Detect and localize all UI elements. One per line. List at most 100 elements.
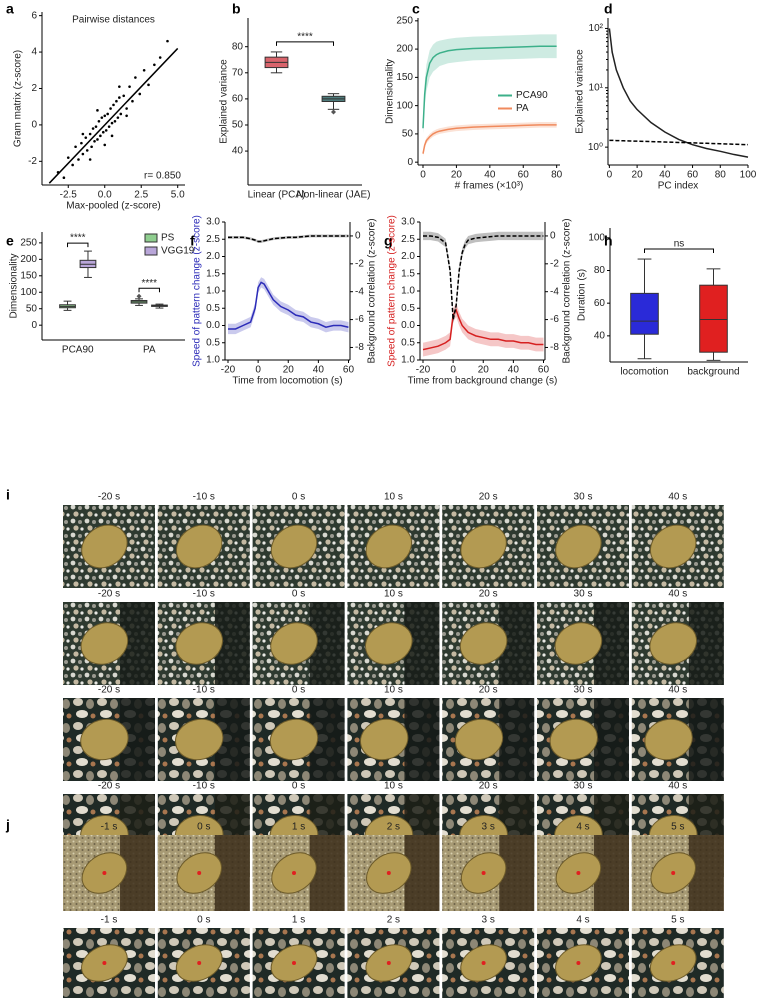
panel-letter: b <box>232 1 241 17</box>
cuttlefish <box>269 718 319 761</box>
scatter-point <box>107 125 111 129</box>
y2-tick-label: -2 <box>355 258 364 269</box>
error-band <box>423 34 557 134</box>
scatter-point <box>116 116 120 119</box>
panel-letter: f <box>190 233 195 249</box>
photo <box>63 928 155 998</box>
x-tick-label: background <box>687 367 739 378</box>
photo <box>252 505 345 588</box>
y-tick-label: 150 <box>396 72 413 83</box>
y-tick-label: 0 <box>31 120 37 131</box>
scatter-point <box>62 176 66 180</box>
data-line <box>422 124 557 154</box>
data-line <box>423 235 544 320</box>
x-tick-label: 80 <box>551 170 563 181</box>
y-tick-label: 200 <box>20 254 37 265</box>
scatter-point <box>125 107 128 110</box>
x-axis-label: Time from background change (s) <box>408 376 558 387</box>
scatter-point <box>122 94 126 98</box>
scatter-point <box>103 114 107 118</box>
data-line <box>609 139 749 146</box>
y-tick-label: 150 <box>20 270 37 281</box>
y-tick-label: 0.5 <box>206 303 220 314</box>
cuttlefish <box>460 524 507 569</box>
time-label: 40 s <box>668 685 687 696</box>
panel-letter: e <box>6 233 14 249</box>
photo <box>442 602 535 685</box>
time-label: 40 s <box>668 781 687 792</box>
scatter-point <box>134 76 137 79</box>
scatter-point <box>112 103 115 107</box>
photo-shadow <box>594 698 629 781</box>
y-tick-label: 70 <box>232 67 244 78</box>
box <box>699 284 728 353</box>
error-band <box>423 303 544 357</box>
y-axis-label: Gram matrix (z-score) <box>13 50 24 147</box>
photo <box>63 505 155 588</box>
photo <box>347 928 440 998</box>
y-tick-label: 10⁰ <box>588 142 603 153</box>
cuttlefish <box>649 622 697 665</box>
cuttlefish <box>644 718 693 761</box>
time-label: -1 s <box>101 822 118 833</box>
panel-letter: d <box>604 1 613 17</box>
marker <box>197 961 202 965</box>
error-band <box>423 122 557 156</box>
photo <box>252 602 345 685</box>
cuttlefish <box>365 622 413 665</box>
time-label: -20 s <box>98 589 120 600</box>
time-label: 20 s <box>479 685 498 696</box>
time-label: 2 s <box>387 915 400 926</box>
x-tick-label: 60 <box>538 365 550 376</box>
panel-letter: a <box>6 1 14 17</box>
photo <box>442 698 535 781</box>
marker <box>386 871 391 875</box>
time-label: 4 s <box>576 822 589 833</box>
significance-label: ns <box>674 239 685 250</box>
y2-tick-label: -6 <box>355 314 364 325</box>
scatter-point <box>103 143 107 147</box>
y-axis-label: Dimensionality <box>9 253 20 318</box>
y-axis-label: Speed of pattern change (z-score) <box>387 215 398 367</box>
time-label: 20 s <box>479 589 498 600</box>
time-label: -10 s <box>193 781 215 792</box>
y-tick-label: 10² <box>589 23 604 34</box>
scatter-point <box>147 83 150 87</box>
photo <box>537 505 629 588</box>
time-label: 30 s <box>574 685 593 696</box>
scatter-point <box>101 130 105 134</box>
panel-letter: c <box>412 1 420 17</box>
marker <box>102 961 107 965</box>
photo <box>631 835 724 911</box>
marker <box>671 961 676 965</box>
scatter-point <box>138 92 142 96</box>
scatter-point <box>115 99 118 103</box>
y-tick-label: 0.0 <box>206 320 220 331</box>
scatter-point <box>158 56 162 59</box>
cuttlefish <box>270 622 318 665</box>
x-tick-label: 20 <box>632 170 644 181</box>
scatter-point <box>84 136 88 139</box>
photo <box>442 835 535 911</box>
photo <box>157 602 250 685</box>
significance-label: **** <box>297 32 313 43</box>
time-label: 5 s <box>671 915 684 926</box>
x-axis-label: Max-pooled (z-score) <box>66 201 160 212</box>
data-line <box>228 235 349 243</box>
time-label: -20 s <box>98 685 120 696</box>
y-tick-label: 1.0 <box>206 286 220 297</box>
time-label: 0 s <box>197 822 210 833</box>
x-tick-label: 0 <box>420 170 426 181</box>
box <box>630 292 659 335</box>
scatter-point <box>106 112 109 116</box>
x-tick-label: PCA90 <box>62 345 94 356</box>
time-label: 3 s <box>482 915 495 926</box>
marker <box>481 871 486 875</box>
scatter-point <box>91 127 95 130</box>
x-tick-label: 0 <box>255 365 261 376</box>
time-label: 30 s <box>574 492 593 503</box>
chart-title: Pairwise distances <box>72 15 155 26</box>
photo <box>442 505 535 588</box>
y-tick-label: 100 <box>396 100 413 111</box>
cuttlefish <box>360 718 409 761</box>
